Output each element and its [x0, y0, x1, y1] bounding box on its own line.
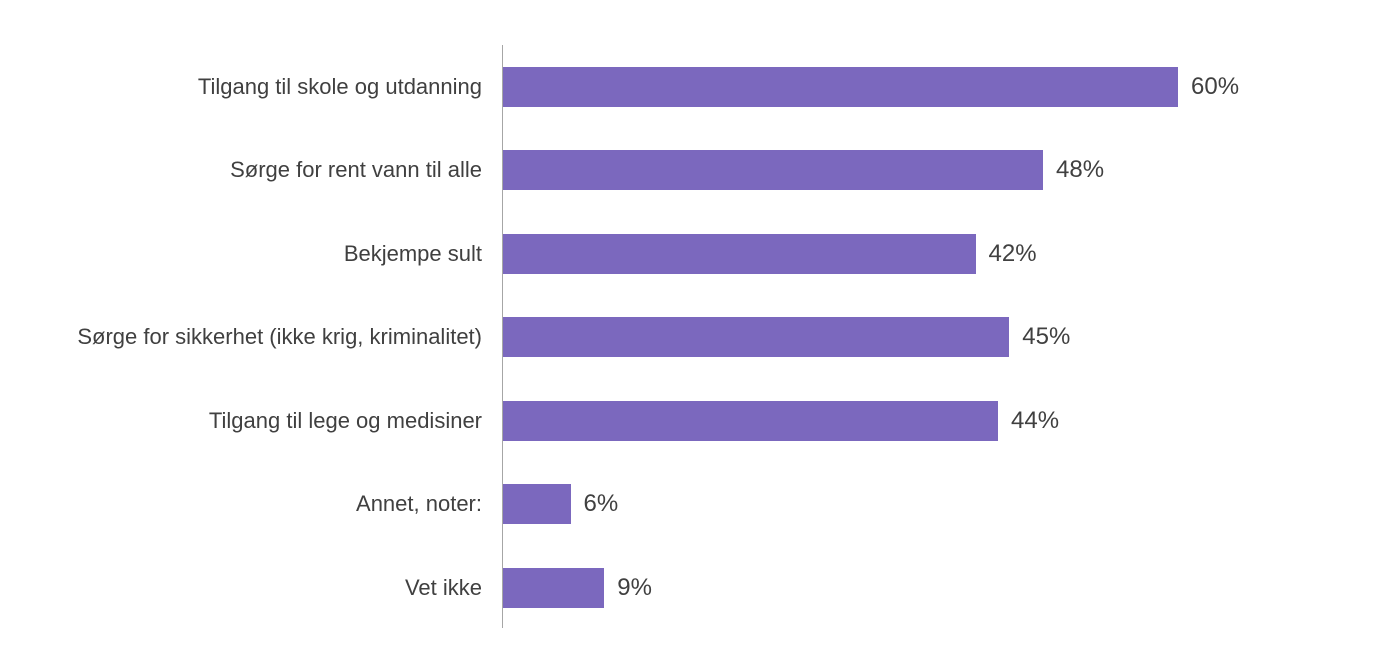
- bar-track: 44%: [503, 379, 1385, 463]
- bar-track: 45%: [503, 296, 1385, 380]
- category-label: Vet ikke: [404, 574, 482, 600]
- value-label: 6%: [583, 490, 619, 518]
- bar-row: Bekjempe sult 42%: [0, 212, 1385, 296]
- value-label: 44%: [1011, 406, 1060, 434]
- value-label: 48%: [1056, 156, 1105, 184]
- value-label: 60%: [1191, 72, 1240, 100]
- bar-track: 6%: [503, 463, 1385, 547]
- bar: [503, 66, 1178, 107]
- bar: [503, 317, 1010, 358]
- category-label: Annet, noter:: [356, 491, 482, 517]
- value-label: 45%: [1022, 323, 1071, 351]
- bar-track: 9%: [503, 546, 1385, 630]
- bar-row: Vet ikke 9%: [0, 546, 1385, 630]
- bar: [503, 233, 976, 274]
- bar: [503, 150, 1043, 191]
- chart-plot-area: Tilgang til skole og utdanning 60% Sørge…: [0, 45, 1385, 630]
- bar: [503, 567, 605, 608]
- bar-row: Sørge for sikkerhet (ikke krig, kriminal…: [0, 296, 1385, 380]
- bar-track: 48%: [503, 129, 1385, 213]
- y-axis-line: [502, 45, 503, 628]
- value-label: 42%: [988, 239, 1037, 267]
- bar-row: Tilgang til skole og utdanning 60%: [0, 45, 1385, 129]
- category-label: Bekjempe sult: [343, 240, 482, 266]
- bar: [503, 484, 571, 525]
- category-label: Tilgang til lege og medisiner: [208, 407, 482, 433]
- bar-track: 42%: [503, 212, 1385, 296]
- value-label: 9%: [617, 573, 652, 601]
- category-label: Tilgang til skole og utdanning: [197, 73, 482, 99]
- bar: [503, 400, 998, 441]
- bar-row: Tilgang til lege og medisiner 44%: [0, 379, 1385, 463]
- bar-row: Sørge for rent vann til alle 48%: [0, 129, 1385, 213]
- category-label: Sørge for sikkerhet (ikke krig, kriminal…: [77, 324, 482, 350]
- bar-row: Annet, noter: 6%: [0, 463, 1385, 547]
- bar-track: 60%: [503, 45, 1385, 129]
- category-label: Sørge for rent vann til alle: [230, 157, 482, 183]
